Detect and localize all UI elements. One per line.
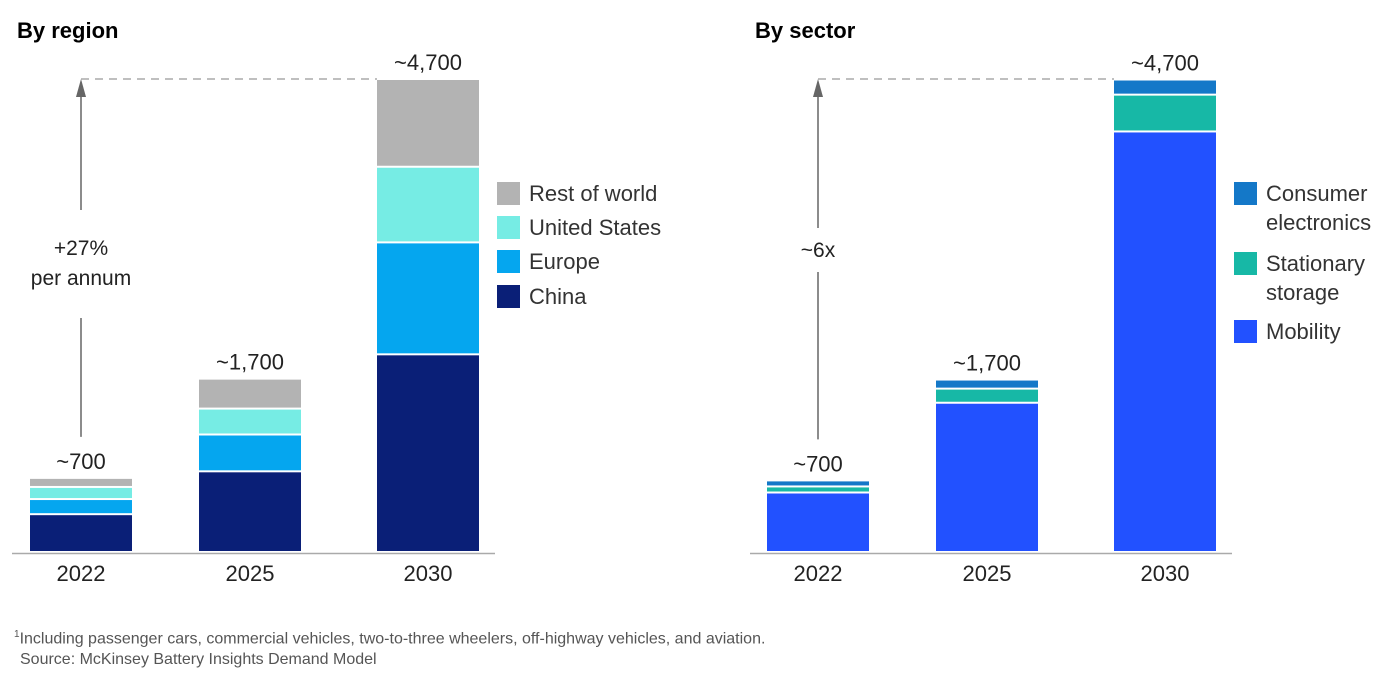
- total-label: ~700: [793, 451, 843, 476]
- source-text: Source: McKinsey Battery Insights Demand…: [20, 651, 377, 669]
- x-tick-label: 2025: [963, 561, 1012, 586]
- bar-segment-mobility: [1114, 132, 1216, 552]
- bar-segment-china: [199, 472, 301, 551]
- legend-swatch: [497, 250, 520, 273]
- total-label: ~700: [56, 449, 106, 474]
- legend-label: China: [529, 284, 587, 309]
- legend-swatch: [497, 182, 520, 205]
- bar-segment-rest-of-world: [30, 478, 132, 486]
- growth-annotation: ~6x: [801, 239, 836, 262]
- bar-segment-europe: [199, 435, 301, 471]
- footnote-text: Including passenger cars, commercial veh…: [19, 630, 766, 648]
- total-label: ~1,700: [216, 350, 284, 375]
- growth-annotation: per annum: [31, 267, 131, 290]
- legend-label: storage: [1266, 280, 1339, 305]
- bar-segment-rest-of-world: [377, 80, 479, 166]
- x-tick-label: 2022: [57, 561, 106, 586]
- bar-segment-mobility: [767, 493, 869, 551]
- bar-segment-consumer-electronics: [767, 481, 869, 486]
- legend-label: Stationary: [1266, 251, 1365, 276]
- x-tick-label: 2022: [794, 561, 843, 586]
- legend-label: Rest of world: [529, 181, 657, 206]
- legend-label: electronics: [1266, 210, 1371, 235]
- footnote-marker: 1: [14, 629, 20, 640]
- bar-segment-china: [30, 515, 132, 551]
- bar-segment-stationary-storage: [1114, 95, 1216, 131]
- x-tick-label: 2030: [404, 561, 453, 586]
- arrow-up-icon: [76, 79, 86, 97]
- total-label: ~1,700: [953, 351, 1021, 376]
- chart-title: By sector: [755, 18, 856, 43]
- bar-segment-united-states: [377, 167, 479, 242]
- legend-label: Mobility: [1266, 319, 1341, 344]
- bar-segment-stationary-storage: [936, 389, 1038, 402]
- bar-segment-united-states: [199, 409, 301, 434]
- legend-swatch: [497, 285, 520, 308]
- footnote: 1Including passenger cars, commercial ve…: [14, 624, 765, 670]
- bar-segment-united-states: [30, 487, 132, 499]
- bar-segment-europe: [377, 243, 479, 354]
- bar-segment-consumer-electronics: [1114, 80, 1216, 94]
- total-label: ~4,700: [394, 50, 462, 75]
- bar-segment-europe: [30, 500, 132, 514]
- growth-annotation: +27%: [54, 237, 108, 260]
- bar-segment-mobility: [936, 403, 1038, 551]
- legend-label: United States: [529, 215, 661, 240]
- chart-title: By region: [17, 18, 118, 43]
- x-tick-label: 2025: [226, 561, 275, 586]
- x-tick-label: 2030: [1141, 561, 1190, 586]
- legend-label: Europe: [529, 249, 600, 274]
- bar-segment-consumer-electronics: [936, 380, 1038, 388]
- legend-swatch: [1234, 252, 1257, 275]
- legend-swatch: [497, 216, 520, 239]
- arrow-up-icon: [813, 79, 823, 97]
- total-label: ~4,700: [1131, 51, 1199, 76]
- legend-label: Consumer: [1266, 181, 1367, 206]
- bar-segment-stationary-storage: [767, 487, 869, 492]
- bar-segment-china: [377, 355, 479, 551]
- bar-segment-rest-of-world: [199, 379, 301, 408]
- legend-swatch: [1234, 182, 1257, 205]
- legend-swatch: [1234, 320, 1257, 343]
